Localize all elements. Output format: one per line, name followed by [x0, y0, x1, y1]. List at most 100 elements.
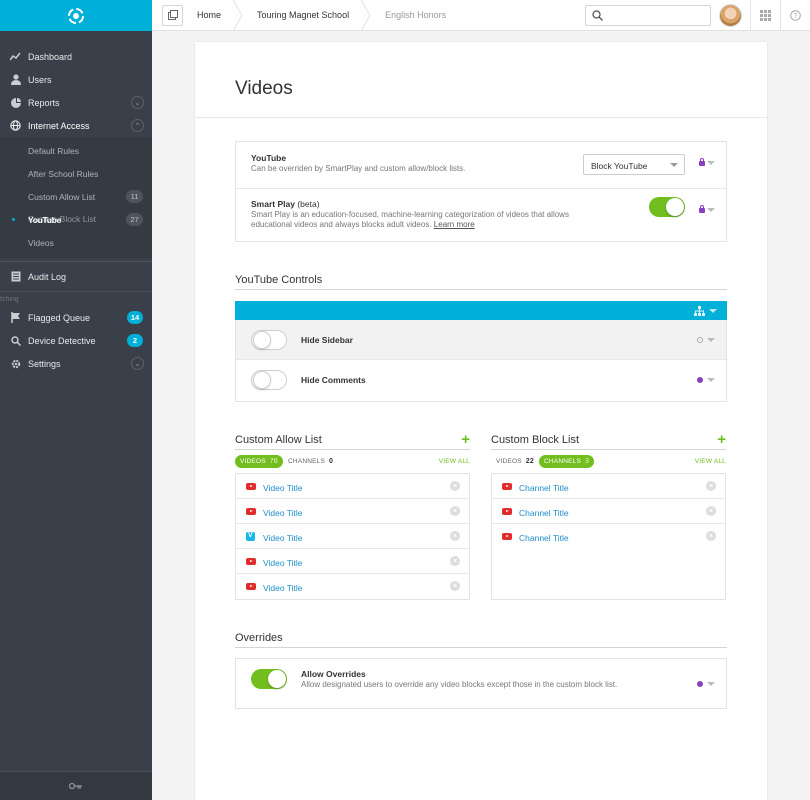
learn-more-link[interactable]: Learn more — [433, 220, 475, 229]
chevron-down-icon[interactable]: ⌄ — [131, 96, 144, 109]
youtube-icon — [502, 483, 512, 490]
view-all-link[interactable]: VIEW ALL — [438, 458, 470, 465]
chevron-down-icon[interactable] — [707, 682, 715, 686]
search-input[interactable] — [608, 8, 706, 23]
lock-icon[interactable] — [699, 158, 705, 166]
sidebar-item-dashboard[interactable]: Dashboard — [0, 45, 152, 68]
youtube-controls-panel: Hide Sidebar Hide Comments — [235, 320, 727, 402]
video-title-link[interactable]: Video Title — [263, 583, 303, 593]
breadcrumb-class[interactable]: English Honors — [385, 10, 447, 20]
magnifier-icon — [10, 335, 21, 346]
sidebar-item-reports[interactable]: Reports ⌄ — [0, 91, 152, 114]
chevron-down-icon[interactable] — [709, 309, 717, 313]
add-icon[interactable]: + — [461, 431, 470, 448]
sidebar-item-internet-access[interactable]: Internet Access ⌃ — [0, 114, 152, 137]
remove-icon[interactable]: × — [706, 531, 716, 541]
chevron-down-icon[interactable] — [707, 378, 715, 382]
hide-sidebar-toggle[interactable] — [251, 330, 287, 350]
remove-icon[interactable]: × — [450, 556, 460, 566]
sidebar-item-label: Audit Log — [28, 271, 67, 282]
sidebar-subitem-videos[interactable]: Videos — [0, 231, 152, 254]
breadcrumb-home[interactable]: Home — [197, 10, 222, 20]
toggle-knob — [253, 331, 271, 349]
video-title-link[interactable]: Video Title — [263, 533, 303, 543]
sidebar-item-flagged-queue[interactable]: Flagged Queue 14 — [0, 306, 152, 329]
video-title-link[interactable]: Video Title — [263, 558, 303, 568]
sidebar-item-label: Internet Access — [28, 120, 90, 131]
smartplay-toggle[interactable] — [649, 197, 685, 217]
remove-icon[interactable]: × — [450, 581, 460, 591]
sidebar-subitem-custom-allow-list[interactable]: Custom Allow List 11 — [0, 185, 152, 208]
hide-sidebar-label: Hide Sidebar — [301, 335, 353, 345]
divider — [0, 261, 152, 262]
status-indicator — [697, 377, 703, 383]
remove-icon[interactable]: × — [706, 481, 716, 491]
breadcrumb-school[interactable]: Touring Magnet School — [257, 10, 350, 20]
sidebar-subitem-after-school-rules[interactable]: After School Rules — [0, 162, 152, 185]
youtube-settings-panel: YouTube Can be overriden by SmartPlay an… — [235, 141, 727, 242]
smartplay-description: Smart Play is an education-focused, mach… — [251, 210, 611, 230]
smartplay-description-text: Smart Play is an education-focused, mach… — [251, 210, 569, 229]
allow-list-title: Custom Allow List + — [235, 431, 470, 450]
beta-label: (beta) — [297, 199, 320, 209]
sidebar-item-audit-log[interactable]: Audit Log — [0, 265, 152, 288]
search-box[interactable] — [585, 5, 711, 26]
toggle-knob — [253, 371, 271, 389]
overrides-title: Overrides — [235, 632, 727, 648]
chevron-down-icon[interactable] — [707, 338, 715, 342]
tab-channels[interactable]: CHANNELS 0 — [283, 455, 338, 468]
hide-comments-toggle[interactable] — [251, 370, 287, 390]
list-item: Channel Title × — [492, 524, 725, 549]
remove-icon[interactable]: × — [450, 481, 460, 491]
sidebar-item-device-detective[interactable]: Device Detective 2 — [0, 329, 152, 352]
video-title-link[interactable]: Video Title — [263, 508, 303, 518]
sidebar-subitem-label: Default Rules — [28, 145, 80, 156]
app-logo[interactable] — [0, 0, 152, 31]
smartplay-title-text: Smart Play — [251, 199, 295, 209]
channel-title-link[interactable]: Channel Title — [519, 533, 569, 543]
sidebar-item-users[interactable]: Users — [0, 68, 152, 91]
key-icon[interactable] — [69, 782, 83, 790]
youtube-mode-select[interactable]: Block YouTube — [583, 154, 685, 175]
help-icon: ? — [790, 10, 801, 21]
sidebar-subitem-default-rules[interactable]: Default Rules — [0, 139, 152, 162]
hierarchy-icon[interactable] — [694, 306, 705, 316]
tab-videos[interactable]: VIDEOS 76 — [235, 455, 283, 468]
chevron-down-icon[interactable] — [707, 161, 715, 165]
allow-list-title-text: Custom Allow List — [235, 434, 322, 446]
tab-count: 22 — [525, 458, 534, 465]
breadcrumb: Home Touring Magnet School English Honor… — [197, 0, 458, 31]
allow-overrides-toggle[interactable] — [251, 669, 287, 689]
tab-videos[interactable]: VIDEOS 22 — [491, 455, 539, 468]
chevron-down-icon[interactable]: ⌄ — [131, 357, 144, 370]
help-button[interactable]: ? — [780, 0, 810, 31]
grid-icon — [759, 10, 771, 21]
allow-overrides-description: Allow designated users to override any v… — [301, 680, 618, 689]
chevron-up-icon[interactable]: ⌃ — [131, 119, 144, 132]
hide-sidebar-row: Hide Sidebar — [236, 320, 726, 360]
copy-button[interactable] — [162, 4, 183, 26]
svg-text:?: ? — [794, 13, 798, 20]
block-list-title-text: Custom Block List — [491, 434, 580, 446]
video-title-link[interactable]: Video Title — [263, 483, 303, 493]
sidebar-item-settings[interactable]: Settings ⌄ — [0, 352, 152, 375]
view-all-link[interactable]: VIEW ALL — [694, 458, 726, 465]
sidebar-subitem-label: YouTube — [28, 214, 61, 225]
channel-title-link[interactable]: Channel Title — [519, 508, 569, 518]
allow-overrides-title: Allow Overrides — [301, 669, 366, 679]
tab-channels[interactable]: CHANNELS 3 — [539, 455, 595, 468]
list-item: Video Title × — [236, 499, 469, 524]
sidebar-subitem-youtube[interactable]: Custom Block List YouTube 27 — [0, 208, 152, 231]
lock-icon[interactable] — [699, 205, 705, 213]
chevron-down-icon[interactable] — [707, 208, 715, 212]
remove-icon[interactable]: × — [450, 531, 460, 541]
youtube-icon — [502, 508, 512, 515]
remove-icon[interactable]: × — [706, 506, 716, 516]
remove-icon[interactable]: × — [450, 506, 460, 516]
apps-button[interactable] — [750, 0, 779, 31]
avatar[interactable] — [719, 4, 742, 27]
globe-icon — [10, 120, 21, 131]
add-icon[interactable]: + — [717, 431, 726, 448]
channel-title-link[interactable]: Channel Title — [519, 483, 569, 493]
flag-icon — [10, 312, 21, 323]
